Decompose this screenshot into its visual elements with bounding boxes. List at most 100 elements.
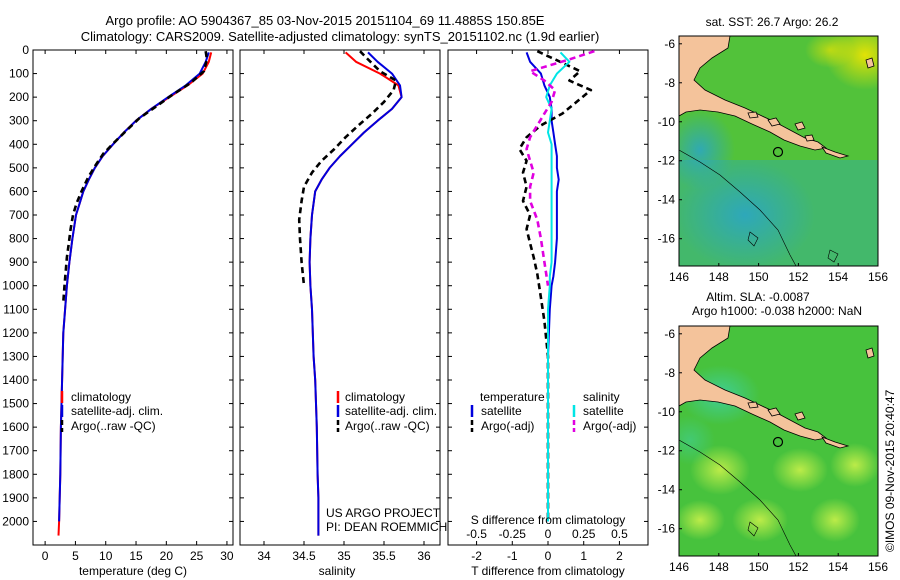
island bbox=[820, 146, 850, 159]
sla-map-panel: Altim. SLA: -0.0087 Argo h1000: -0.038 h… bbox=[658, 290, 889, 574]
y-tick-label: 0 bbox=[22, 43, 29, 57]
series-line-salinity-satellite bbox=[545, 51, 571, 522]
figure-title-line1: Argo profile: AO 5904367_85 03-Nov-2015 … bbox=[106, 13, 545, 28]
y-tick-label: 800 bbox=[9, 232, 29, 246]
sst-map-title: sat. SST: 26.7 Argo: 26.2 bbox=[706, 15, 839, 29]
argo-float-marker bbox=[772, 146, 784, 158]
x-tick-label: -1 bbox=[507, 549, 518, 563]
y-tick-label: 1700 bbox=[2, 444, 29, 458]
sla-map-title: Altim. SLA: -0.0087 bbox=[706, 290, 810, 304]
reef-contour bbox=[827, 249, 839, 263]
sst-cool-patch bbox=[679, 110, 735, 190]
sla-high-patch bbox=[830, 443, 878, 487]
y-tick-label: 1500 bbox=[2, 397, 29, 411]
sla-high-patch bbox=[679, 500, 725, 540]
lat-tick-label: -6 bbox=[664, 37, 675, 51]
island bbox=[820, 436, 850, 449]
argo-float-marker bbox=[772, 436, 784, 448]
x-tick-label: 0 bbox=[545, 549, 552, 563]
lon-tick-label: 152 bbox=[788, 270, 808, 284]
salinity-legend: climatology satellite-adj. clim. Argo(..… bbox=[336, 390, 437, 433]
sla-cyan-patch bbox=[679, 415, 715, 465]
salinity-axes-box bbox=[239, 49, 441, 546]
series-line-temperature-argo-adj bbox=[518, 50, 593, 522]
x-tick-label: 34.5 bbox=[292, 549, 316, 563]
y-tick-label: 700 bbox=[9, 208, 29, 222]
lon-tick-label: 154 bbox=[828, 270, 848, 284]
series-line-salinity-argo-adj bbox=[525, 49, 595, 286]
x-top-tick-label: 0.25 bbox=[572, 527, 596, 541]
y-tick-label: 1800 bbox=[2, 467, 29, 481]
lat-tick-label: -10 bbox=[658, 405, 676, 419]
x-tick-label: 15 bbox=[129, 549, 143, 563]
lon-tick-label: 146 bbox=[669, 560, 689, 574]
y-tick-label: 1600 bbox=[2, 420, 29, 434]
y-tick-label: 500 bbox=[9, 161, 29, 175]
island bbox=[865, 347, 875, 359]
y-tick-label: 600 bbox=[9, 184, 29, 198]
x-top-tick-label: -0.25 bbox=[499, 527, 527, 541]
reef-contour bbox=[747, 521, 759, 537]
sla-map-subtitle: Argo h1000: -0.038 h2000: NaN bbox=[692, 304, 862, 318]
sla-high-patch bbox=[772, 448, 828, 492]
series-line-argo-raw-qc bbox=[62, 51, 209, 303]
x-tick-label: 20 bbox=[160, 549, 174, 563]
lon-tick-label: 156 bbox=[868, 560, 888, 574]
y-tick-label: 1200 bbox=[2, 326, 29, 340]
lat-tick-label: -8 bbox=[664, 366, 675, 380]
lat-tick-label: -6 bbox=[664, 327, 675, 341]
sst-map-frame bbox=[678, 35, 879, 267]
x-tick-label: 0 bbox=[42, 549, 49, 563]
y-tick-label: 1900 bbox=[2, 491, 29, 505]
sst-map-field bbox=[679, 36, 878, 266]
imos-credit: ©IMOS 09-Nov-2015 20:40:47 bbox=[883, 389, 897, 552]
x-tick-label: 35 bbox=[337, 549, 351, 563]
y-tick-label: 1400 bbox=[2, 373, 29, 387]
series-line-temperature-satellite bbox=[525, 52, 560, 522]
x-tick-label: 1 bbox=[580, 549, 587, 563]
difference-xlabel: T difference from climatology bbox=[471, 564, 625, 578]
credit-project: US ARGO PROJECT bbox=[326, 506, 441, 520]
credit-pi: PI: DEAN ROEMMICH bbox=[326, 520, 447, 534]
series-line-climatology bbox=[308, 51, 403, 536]
series-line-satellite-adj-clim bbox=[308, 51, 403, 536]
x-tick-label: 25 bbox=[190, 549, 204, 563]
lon-tick-label: 150 bbox=[749, 560, 769, 574]
island bbox=[747, 111, 759, 119]
difference-xlabel-top: S difference from climatology bbox=[471, 513, 626, 527]
legend-argo-label: Argo(..raw -QC) bbox=[71, 419, 156, 433]
sst-map-panel: sat. SST: 26.7 Argo: 26.2 146 148 150 152 15… bbox=[658, 15, 889, 284]
figure-title-line2: Climatology: CARS2009. Satellite-adjuste… bbox=[81, 29, 600, 44]
island bbox=[794, 121, 806, 131]
lat-tick-label: -14 bbox=[658, 483, 676, 497]
legend-temperature-header: temperature bbox=[480, 390, 545, 404]
salinity-xlabel: salinity bbox=[319, 564, 356, 578]
legend-satellite-label: satellite-adj. clim. bbox=[71, 404, 163, 418]
y-tick-label: 1300 bbox=[2, 349, 29, 363]
series-line-satellite-adj-clim bbox=[58, 52, 210, 522]
y-tick-label: 200 bbox=[9, 90, 29, 104]
legend-salinity-header: salinity bbox=[583, 390, 620, 404]
series-line-climatology bbox=[57, 52, 213, 536]
x-tick-label: 35.5 bbox=[372, 549, 396, 563]
new-guinea-land bbox=[679, 326, 827, 441]
y-tick-label: 100 bbox=[9, 67, 29, 81]
lon-tick-label: 150 bbox=[749, 270, 769, 284]
legend-s-satellite-label: satellite bbox=[583, 404, 624, 418]
reef-contour bbox=[679, 149, 797, 266]
sla-map-frame bbox=[678, 325, 879, 557]
x-tick-label: 34 bbox=[257, 549, 271, 563]
reef-contour bbox=[679, 439, 797, 556]
x-tick-label: 30 bbox=[220, 549, 234, 563]
x-top-tick-label: -0.5 bbox=[466, 527, 487, 541]
y-tick-label: 1100 bbox=[3, 302, 29, 316]
y-tick-label: 300 bbox=[9, 114, 29, 128]
island bbox=[767, 407, 781, 417]
legend-climatology-label: climatology bbox=[71, 390, 131, 404]
lat-tick-label: -12 bbox=[658, 154, 676, 168]
lon-tick-label: 156 bbox=[868, 270, 888, 284]
x-tick-label: 2 bbox=[616, 549, 623, 563]
legend-s-argo-label: Argo(-adj) bbox=[583, 419, 636, 433]
lat-tick-label: -16 bbox=[658, 522, 676, 536]
